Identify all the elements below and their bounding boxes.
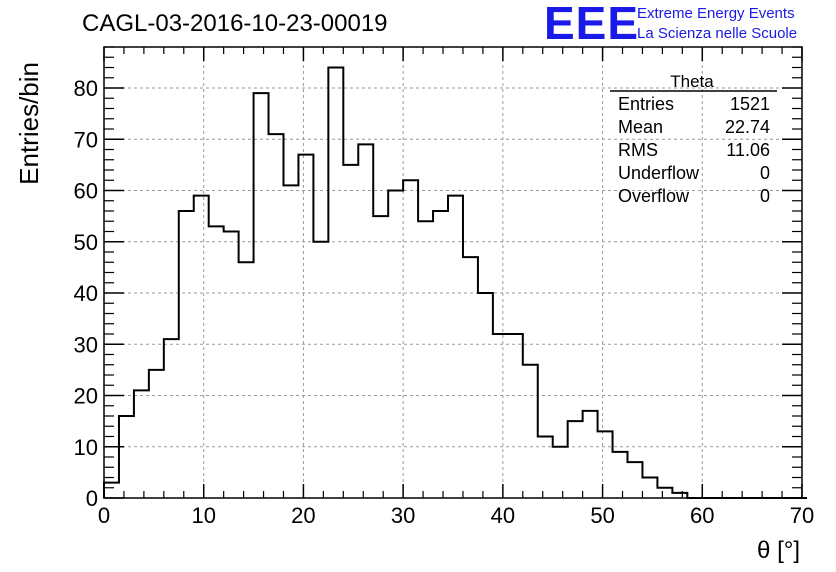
- stats-title: Theta: [670, 72, 714, 91]
- tick-labels: 0 10 20 30 40 50 60 70 0 10 20 30 40 50 60 70 80: [74, 76, 815, 528]
- y-tick-label: 40: [74, 281, 98, 306]
- y-tick-label: 80: [74, 76, 98, 101]
- stats-row-value: 11.06: [726, 140, 770, 160]
- x-tick-label: 0: [98, 503, 110, 528]
- grid-lines: [104, 47, 802, 498]
- histogram-title: CAGL-03-2016-10-23-00019: [82, 10, 388, 37]
- x-tick-label: 10: [191, 503, 215, 528]
- x-tick-label: 50: [590, 503, 614, 528]
- x-tick-label: 30: [391, 503, 415, 528]
- stats-row-value: 0: [760, 186, 770, 206]
- x-tick-label: 40: [491, 503, 515, 528]
- x-tick-label: 70: [790, 503, 814, 528]
- histogram-line: [103, 66, 807, 499]
- stats-row-label: Underflow: [618, 163, 700, 183]
- stats-row-label: Entries: [618, 94, 674, 114]
- stats-row-value: 22.74: [725, 117, 770, 137]
- y-tick-label: 0: [86, 486, 98, 511]
- x-axis-label: θ [°]: [757, 537, 800, 564]
- y-tick-label: 70: [74, 127, 98, 152]
- y-tick-label: 20: [74, 384, 98, 409]
- logo-line-1: Extreme Energy Events: [637, 5, 795, 22]
- stats-row-value: 0: [760, 163, 770, 183]
- y-tick-label: 60: [74, 179, 98, 204]
- logo-line-2: La Scienza nelle Scuole: [637, 25, 798, 42]
- y-tick-label: 10: [74, 435, 98, 460]
- stats-box: Theta Entries 1521 Mean 22.74 RMS 11.06 Underf…: [610, 72, 777, 206]
- axis-ticks: [103, 46, 803, 499]
- eee-logo: EEE: [544, 0, 640, 49]
- x-tick-label: 60: [690, 503, 714, 528]
- y-tick-label: 30: [74, 332, 98, 357]
- stats-row-label: Mean: [618, 117, 663, 137]
- y-tick-label: 50: [74, 230, 98, 255]
- stats-row-label: Overflow: [618, 186, 690, 206]
- plot-frame: [103, 46, 803, 499]
- y-axis-label: Entries/bin: [14, 62, 44, 185]
- stats-row-value: 1521: [730, 94, 770, 114]
- x-tick-label: 20: [291, 503, 315, 528]
- stats-row-label: RMS: [618, 140, 658, 160]
